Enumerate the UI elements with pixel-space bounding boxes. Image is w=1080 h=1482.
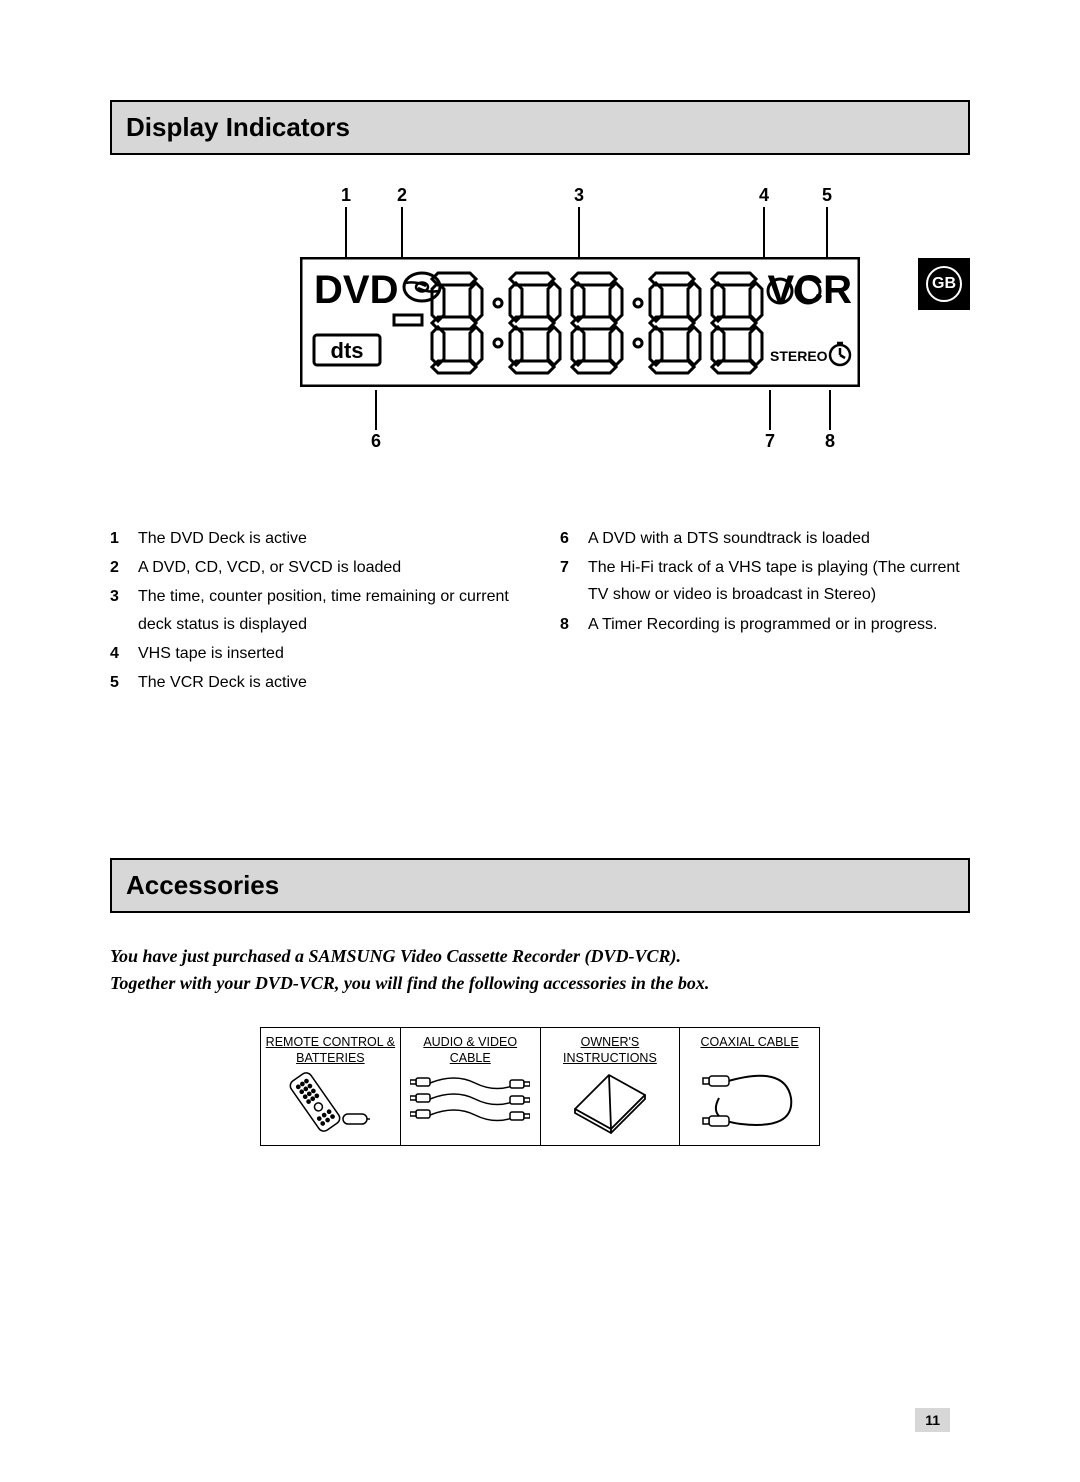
legend-column-left: 1 The DVD Deck is active 2 A DVD, CD, VC… [110, 525, 520, 698]
callout-line [375, 390, 377, 430]
accessory-cell: OWNER'S INSTRUCTIONS [540, 1028, 680, 1146]
accessory-label: COAXIAL CABLE [684, 1034, 815, 1066]
callout-line [763, 207, 765, 257]
manual-book-icon [545, 1067, 676, 1137]
callout-line [401, 207, 403, 257]
accessory-cell: AUDIO & VIDEO CABLE [400, 1028, 540, 1146]
accessory-cell: REMOTE CONTROL & BATTERIES [261, 1028, 401, 1146]
callout-line [345, 207, 347, 257]
av-cable-icon [405, 1067, 536, 1137]
svg-text:dts: dts [331, 338, 364, 363]
intro-line-2: Together with your DVD-VCR, you will fin… [110, 970, 970, 997]
callout-2: 2 [397, 185, 407, 206]
intro-line-1: You have just purchased a SAMSUNG Video … [110, 943, 970, 970]
callout-line [578, 207, 580, 257]
accessory-label: OWNER'S INSTRUCTIONS [545, 1034, 676, 1067]
legend-item: 4 VHS tape is inserted [110, 640, 520, 667]
remote-control-icon [265, 1067, 396, 1137]
callout-line [769, 390, 771, 430]
callout-line [826, 207, 828, 257]
manual-page: Display Indicators GB 1 2 3 4 5 DVD [0, 0, 1080, 1482]
accessories-intro: You have just purchased a SAMSUNG Video … [110, 943, 970, 997]
callout-5: 5 [822, 185, 832, 206]
callout-4: 4 [759, 185, 769, 206]
accessory-label: AUDIO & VIDEO CABLE [405, 1034, 536, 1067]
callout-7: 7 [765, 431, 775, 452]
callout-6: 6 [371, 431, 381, 452]
dvd-label: DVD [314, 268, 398, 312]
section-title-accessories: Accessories [110, 858, 970, 913]
accessory-label: REMOTE CONTROL & BATTERIES [265, 1034, 396, 1067]
accessory-cell: COAXIAL CABLE [680, 1028, 820, 1146]
legend-item: 3 The time, counter position, time remai… [110, 583, 520, 637]
legend-item: 1 The DVD Deck is active [110, 525, 520, 552]
section-title-display-indicators: Display Indicators [110, 100, 970, 155]
callout-line [829, 390, 831, 430]
display-diagram: 1 2 3 4 5 DVD dts [110, 185, 970, 515]
stereo-label: STEREO [770, 348, 828, 364]
callout-3: 3 [574, 185, 584, 206]
page-number: 11 [915, 1408, 950, 1432]
accessories-table: REMOTE CONTROL & BATTERIES [260, 1027, 820, 1146]
callout-8: 8 [825, 431, 835, 452]
legend-item: 8 A Timer Recording is programmed or in … [560, 611, 970, 638]
legend-item: 5 The VCR Deck is active [110, 669, 520, 696]
vcr-label: VCR [768, 268, 853, 312]
legend-item: 2 A DVD, CD, VCD, or SVCD is loaded [110, 554, 520, 581]
coaxial-cable-icon [684, 1066, 815, 1136]
display-legend: 1 The DVD Deck is active 2 A DVD, CD, VC… [110, 525, 970, 698]
display-panel-icon: DVD dts [300, 257, 860, 387]
legend-item: 7 The Hi-Fi track of a VHS tape is playi… [560, 554, 970, 608]
legend-column-right: 6 A DVD with a DTS soundtrack is loaded … [560, 525, 970, 698]
callout-1: 1 [341, 185, 351, 206]
legend-item: 6 A DVD with a DTS soundtrack is loaded [560, 525, 970, 552]
